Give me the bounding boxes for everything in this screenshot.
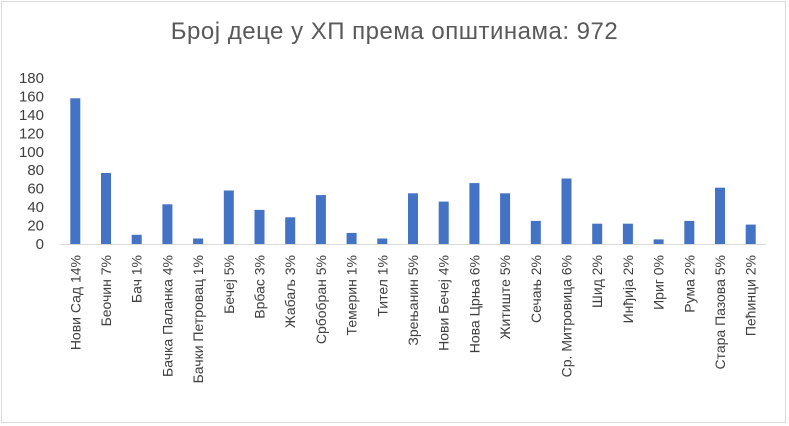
bar	[70, 98, 81, 244]
x-category-label: Ср. Митровица 6%	[558, 255, 574, 377]
bar	[438, 201, 449, 244]
x-category-label: Житиште 5%	[497, 255, 513, 339]
x-category-label: Пећинци 2%	[743, 255, 759, 336]
x-category-label: Тител 1%	[374, 255, 390, 317]
y-tick-label: 20	[27, 218, 44, 235]
x-category-label: Нови Сад 14%	[67, 255, 83, 350]
x-category-label: Сечањ 2%	[528, 255, 544, 323]
bar	[500, 193, 511, 244]
y-tick-label: 180	[19, 70, 44, 87]
bar	[223, 190, 234, 244]
y-tick-label: 0	[36, 236, 44, 253]
bar	[285, 217, 296, 244]
bar	[315, 195, 326, 244]
bar	[684, 220, 695, 244]
x-category-label: Инђија 2%	[620, 255, 636, 323]
y-tick-label: 40	[27, 199, 44, 216]
bar	[653, 239, 664, 244]
y-tick-label: 160	[19, 88, 44, 105]
y-tick-label: 100	[19, 144, 44, 161]
bar	[193, 238, 204, 244]
bar	[469, 183, 480, 244]
x-category-label: Бачки Петровац 1%	[190, 255, 206, 383]
x-category-label: Врбас 3%	[252, 255, 268, 319]
y-tick-label: 80	[27, 162, 44, 179]
bar	[101, 173, 111, 244]
x-category-label: Ириг 0%	[651, 255, 667, 310]
bar	[561, 178, 572, 244]
bar	[377, 238, 388, 244]
x-category-label: Бачка Паланка 4%	[159, 255, 175, 377]
bar	[622, 223, 633, 244]
x-category-label: Бач 1%	[129, 255, 145, 303]
x-category-label: Бечеј 5%	[221, 255, 237, 314]
y-tick-label: 60	[27, 181, 44, 198]
x-category-label: Темерин 1%	[344, 255, 360, 335]
x-category-label: Рума 2%	[681, 255, 697, 313]
bar	[592, 223, 603, 244]
x-category-label: Шид 2%	[589, 255, 605, 308]
chart-title: Број деце у ХП према општинама: 972	[170, 18, 619, 45]
x-category-label: Србобран 5%	[313, 255, 329, 344]
bar	[162, 204, 173, 244]
bar	[745, 224, 756, 244]
bars	[70, 98, 756, 244]
x-category-label: Беочин 7%	[98, 255, 114, 326]
bar	[715, 187, 725, 244]
x-axis-labels: Нови Сад 14% Беочин 7% Бач 1% Бачка Паланка…	[67, 255, 758, 383]
x-category-label: Стара Пазова 5%	[712, 255, 728, 370]
y-tick-label: 120	[19, 125, 44, 142]
x-category-label: Зрењанин 5%	[405, 255, 421, 346]
x-category-label: Нова Црња 6%	[466, 255, 482, 353]
bar	[530, 220, 541, 244]
bar	[408, 193, 418, 244]
bar	[254, 209, 265, 244]
x-category-label: Жабаљ 3%	[282, 255, 298, 328]
x-category-label: Нови Бечеј 4%	[436, 255, 452, 351]
y-tick-label: 140	[19, 107, 44, 124]
bar	[346, 232, 357, 244]
bar	[131, 234, 142, 244]
